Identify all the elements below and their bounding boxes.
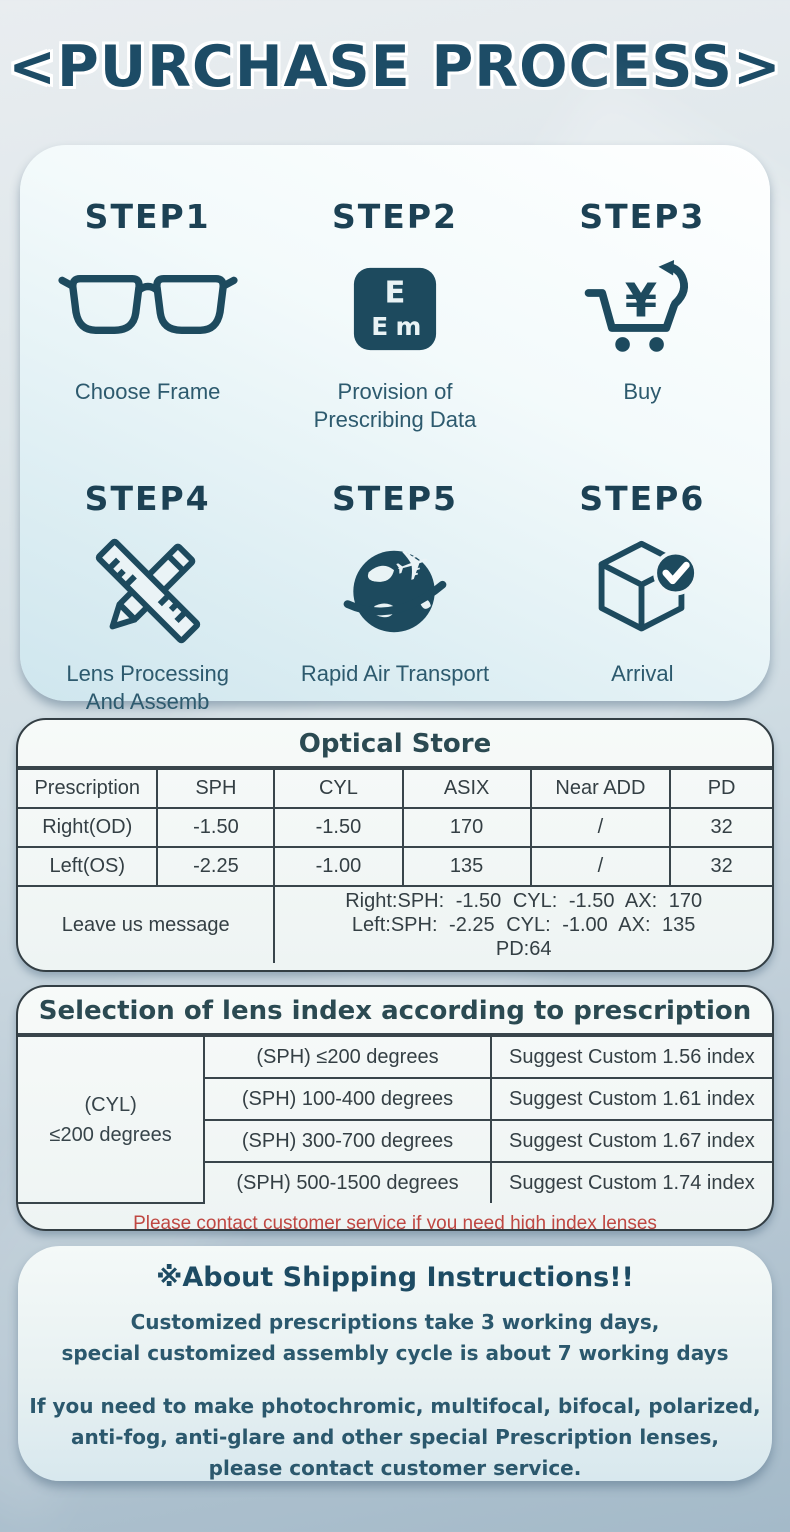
message-label: Leave us message [18, 885, 276, 963]
sph-range-4: (SPH) 500-1500 degrees [204, 1161, 492, 1203]
suggest-3: Suggest Custom 1.67 index [489, 1119, 772, 1163]
shipping-line-3: If you need to make photochromic, multif… [29, 1394, 761, 1418]
step-5: STEP5 ✈ Rapid Air Transport [271, 433, 518, 715]
table-row-right: Right(OD) -1.50 -1.50 170 / 32 [18, 807, 772, 848]
step-1: STEP1 Choose Frame [24, 151, 271, 433]
suggest-2: Suggest Custom 1.61 index [489, 1077, 772, 1121]
shipping-title: ※About Shipping Instructions!! [156, 1262, 634, 1293]
step-2-caption: Provision of Prescribing Data [313, 379, 477, 432]
cell-left-pd: 32 [669, 846, 772, 887]
optical-store-card: Optical Store Prescription SPH CYL ASIX … [16, 718, 774, 972]
lens-row-4: (SPH) 500-1500 degrees Suggest Custom 1.… [18, 1161, 772, 1203]
shipping-spacer [18, 1369, 772, 1391]
svg-text:¥: ¥ [625, 273, 657, 327]
step-4: STEP4 Lens Processing And Assemb [24, 433, 271, 715]
lens-index-title: Selection of lens index according to pre… [18, 987, 772, 1035]
high-index-note: Please contact customer service if you n… [133, 1213, 657, 1231]
sph-range-3: (SPH) 300-700 degrees [204, 1119, 492, 1163]
optical-store-title: Optical Store [18, 720, 772, 768]
header-prescription: Prescription [18, 768, 159, 809]
step-1-caption: Choose Frame [74, 379, 221, 404]
example-note: The numbers filled in the table are just… [18, 963, 772, 970]
cell-right-label: Right(OD) [18, 807, 159, 848]
lens-row-1: (CYL) ≤200 degrees (SPH) ≤200 degrees Su… [18, 1035, 772, 1204]
step-3: STEP3 ¥ Buy [519, 151, 766, 433]
lens-row-3: (SPH) 300-700 degrees Suggest Custom 1.6… [18, 1119, 772, 1163]
step-5-caption: Rapid Air Transport [300, 661, 490, 686]
step-3-label: STEP3 [579, 197, 706, 236]
sph-range-2: (SPH) 100-400 degrees [204, 1077, 492, 1121]
lens-index-card: Selection of lens index according to pre… [16, 985, 774, 1231]
cart-yen-icon: ¥ [578, 246, 706, 372]
message-content: Right:SPH: -1.50 CYL: -1.50 AX: 170 Left… [273, 885, 772, 963]
cell-right-near-add: / [529, 807, 672, 848]
message-line-pd: PD:64 [495, 938, 552, 960]
header-pd: PD [669, 768, 772, 809]
cell-left-cyl: -1.00 [273, 846, 404, 887]
header-sph: SPH [156, 768, 276, 809]
step-6-label: STEP6 [579, 479, 706, 518]
cell-right-sph: -1.50 [156, 807, 276, 848]
box-check-icon [581, 528, 703, 654]
cell-right-cyl: -1.50 [273, 807, 404, 848]
cyl-range-cell: (CYL) ≤200 degrees [18, 1035, 206, 1204]
cell-left-sph: -2.25 [156, 846, 276, 887]
step-5-label: STEP5 [332, 479, 458, 518]
shipping-line-5: please contact customer service. [208, 1456, 582, 1480]
step-6: STEP6 Arrival [519, 433, 766, 715]
step-1-label: STEP1 [84, 197, 211, 236]
steps-card: STEP1 Choose Frame STEP2 [20, 145, 770, 714]
table-header-row: Prescription SPH CYL ASIX Near ADD PD [18, 768, 772, 809]
step-4-caption: Lens Processing And Assemb [66, 661, 229, 714]
header-near-add: Near ADD [529, 768, 672, 809]
cell-left-label: Left(OS) [18, 846, 159, 887]
shipping-line-4: anti-fog, anti-glare and other special P… [71, 1425, 719, 1449]
globe-plane-icon: ✈ [332, 528, 458, 654]
glasses-icon [58, 246, 238, 372]
lens-row-2: (SPH) 100-400 degrees Suggest Custom 1.6… [18, 1077, 772, 1121]
shipping-line-2: special customized assembly cycle is abo… [61, 1341, 729, 1365]
message-row: Leave us message Right:SPH: -1.50 CYL: -… [18, 885, 772, 963]
svg-text:E: E [385, 275, 406, 310]
lens-index-table: (CYL) ≤200 degrees (SPH) ≤200 degrees Su… [18, 1035, 772, 1204]
step-2: STEP2 E E m Provision of Prescribing Dat… [271, 151, 518, 433]
header-asix: ASIX [401, 768, 532, 809]
shipping-line-1: Customized prescriptions take 3 working … [130, 1310, 660, 1334]
pencil-ruler-icon [89, 528, 207, 654]
page-title: <PURCHASE PROCESS> [8, 34, 782, 100]
table-row-left: Left(OS) -2.25 -1.00 135 / 32 [18, 846, 772, 887]
header-cyl: CYL [273, 768, 404, 809]
svg-text:E: E [371, 312, 388, 341]
suggest-1: Suggest Custom 1.56 index [489, 1035, 772, 1079]
prescription-table: Prescription SPH CYL ASIX Near ADD PD Ri… [18, 768, 772, 963]
sph-range-1: (SPH) ≤200 degrees [203, 1035, 492, 1079]
step-2-label: STEP2 [332, 197, 458, 236]
cell-right-pd: 32 [669, 807, 772, 848]
cell-left-near-add: / [529, 846, 672, 887]
svg-text:m: m [395, 312, 421, 341]
step-6-caption: Arrival [611, 661, 674, 686]
step-3-caption: Buy [623, 379, 662, 404]
step-4-label: STEP4 [84, 479, 211, 518]
suggest-4: Suggest Custom 1.74 index [489, 1161, 772, 1203]
eye-chart-icon: E E m [352, 246, 438, 372]
shipping-instructions-card: ※About Shipping Instructions!! Customize… [18, 1246, 772, 1481]
message-line-left: Left:SPH: -2.25 CYL: -1.00 AX: 135 [351, 914, 696, 936]
cell-left-asix: 135 [401, 846, 532, 887]
cell-right-asix: 170 [401, 807, 532, 848]
message-line-right: Right:SPH: -1.50 CYL: -1.50 AX: 170 [345, 890, 703, 912]
